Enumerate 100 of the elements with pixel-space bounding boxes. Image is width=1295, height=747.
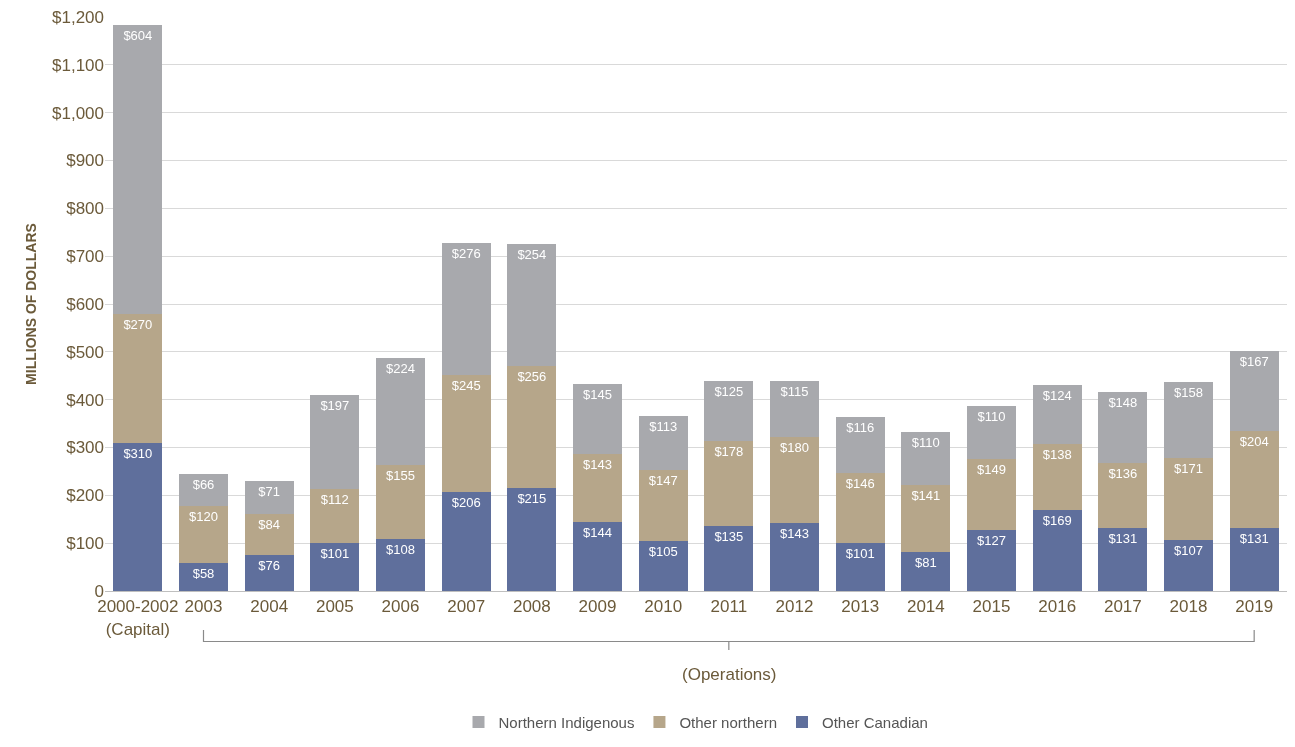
- data-label: $148: [1108, 395, 1138, 411]
- bar: [704, 526, 754, 591]
- data-label: $112: [320, 492, 349, 508]
- data-label: $120: [189, 508, 218, 524]
- data-label: $145: [583, 387, 612, 403]
- x-tick-label: 2004: [250, 597, 289, 617]
- data-label: $167: [1239, 353, 1269, 369]
- data-label: $147: [648, 473, 678, 489]
- bar: [244, 554, 294, 591]
- y-tick-label: $1,100: [52, 55, 104, 75]
- bar: [572, 453, 623, 523]
- data-label: $254: [517, 247, 547, 263]
- bar: [901, 432, 951, 485]
- bar: [638, 540, 688, 591]
- bar: [507, 365, 557, 489]
- data-label: $116: [846, 420, 875, 436]
- data-label: $135: [714, 529, 744, 545]
- y-axis-title: MILLIONS OF DOLLARS: [22, 223, 39, 385]
- x-tick-label: 2014: [906, 597, 945, 617]
- bar: [901, 484, 951, 553]
- y-tick-label: $300: [66, 438, 104, 458]
- bar: [113, 24, 163, 314]
- data-label: $136: [1108, 466, 1138, 482]
- data-label: $66: [192, 477, 215, 493]
- bar: [375, 539, 426, 591]
- bar: [178, 474, 229, 506]
- y-tick-label: $900: [66, 151, 104, 171]
- data-label: $131: [1239, 531, 1269, 547]
- bar: [113, 313, 163, 443]
- bar: [441, 375, 491, 493]
- data-label: $115: [780, 384, 809, 400]
- bar: [441, 492, 491, 591]
- bar: [1163, 539, 1214, 591]
- data-label: $144: [583, 525, 612, 541]
- x-tick-label: 2018: [1169, 597, 1208, 617]
- bar: [704, 381, 754, 442]
- data-label: $158: [1174, 385, 1203, 401]
- data-label: $84: [258, 517, 281, 533]
- bar: [310, 394, 360, 490]
- bar: [507, 244, 557, 366]
- data-label: $206: [451, 495, 481, 511]
- x-tick-label: 2016: [1038, 597, 1077, 617]
- bar: [1098, 463, 1148, 529]
- bar: [1229, 528, 1279, 591]
- y-tick-label: $500: [66, 342, 104, 362]
- data-label: $149: [977, 461, 1006, 477]
- data-label: $204: [1239, 433, 1269, 449]
- data-label: $604: [123, 27, 153, 43]
- y-tick-label: $800: [66, 199, 104, 219]
- bar: [375, 465, 426, 540]
- data-label: $81: [914, 555, 937, 571]
- bar: [178, 505, 229, 564]
- bar: [1098, 392, 1148, 464]
- y-tick-label: $1,200: [52, 7, 104, 27]
- bar: [901, 552, 951, 591]
- bar: [178, 563, 229, 591]
- data-label: $143: [583, 456, 612, 472]
- data-label: $224: [386, 361, 415, 377]
- data-label: $105: [648, 543, 678, 559]
- data-label: $124: [1042, 387, 1072, 403]
- bar: [966, 406, 1017, 459]
- bar: [375, 358, 426, 466]
- bar: [638, 416, 688, 471]
- data-label: $110: [911, 435, 940, 451]
- x-tick-label: 2015: [972, 597, 1011, 617]
- x-tick-label: 2019: [1235, 597, 1274, 617]
- x-tick-label: 2005: [315, 597, 354, 617]
- data-label: $276: [451, 246, 481, 262]
- data-label: $215: [517, 491, 547, 507]
- bar: [638, 470, 688, 541]
- bar: [835, 472, 885, 543]
- data-label: $169: [1042, 513, 1072, 529]
- bar: [966, 458, 1017, 531]
- bar: [1229, 430, 1279, 529]
- bar: [1032, 444, 1082, 511]
- bar: [835, 542, 885, 591]
- x-tick-label: 2003: [184, 597, 223, 617]
- bar: [441, 243, 491, 376]
- text: (Operations): [682, 665, 777, 684]
- data-label: $141: [911, 487, 941, 503]
- bar: [1098, 528, 1148, 591]
- data-label: $71: [258, 483, 281, 499]
- x-tick-label: 2011: [710, 597, 748, 617]
- bar: [1032, 384, 1082, 445]
- bar: [966, 530, 1017, 591]
- data-label: $155: [386, 468, 415, 484]
- bar: [310, 489, 360, 543]
- data-label: $256: [517, 368, 547, 384]
- x-tick-label: 2008: [512, 597, 551, 617]
- legend-label: Other northern: [679, 713, 777, 731]
- data-label: $113: [649, 419, 678, 435]
- y-tick-label: $100: [66, 534, 104, 554]
- bar: [244, 480, 294, 515]
- y-tick-label: $600: [66, 294, 104, 314]
- data-label: $101: [320, 545, 350, 561]
- data-label: $108: [386, 542, 415, 558]
- data-label: $127: [977, 533, 1006, 549]
- data-label: $125: [714, 384, 744, 400]
- y-tick-label: $1,000: [52, 103, 104, 123]
- data-label: $58: [192, 566, 215, 582]
